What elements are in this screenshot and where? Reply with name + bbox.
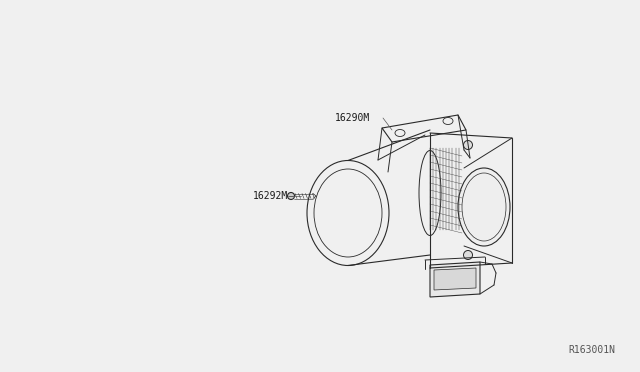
Ellipse shape (463, 141, 472, 150)
Ellipse shape (287, 192, 294, 199)
Ellipse shape (463, 250, 472, 260)
Polygon shape (434, 268, 476, 290)
Polygon shape (430, 262, 480, 297)
Text: 16290M: 16290M (335, 113, 371, 123)
Text: 16292M: 16292M (253, 191, 288, 201)
Ellipse shape (458, 168, 510, 246)
Text: R163001N: R163001N (568, 345, 615, 355)
